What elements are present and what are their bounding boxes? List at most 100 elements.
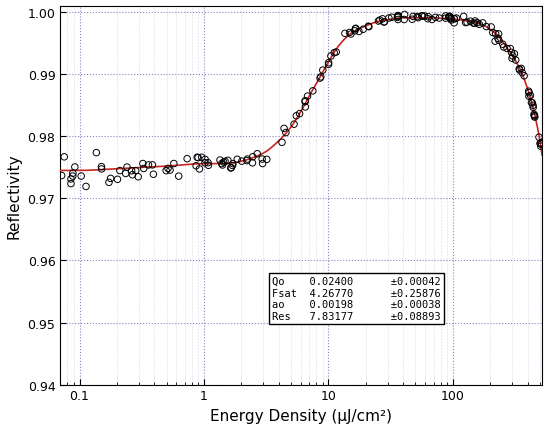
Point bbox=[166, 167, 175, 174]
Point bbox=[97, 164, 106, 171]
Point bbox=[420, 14, 429, 21]
Point bbox=[394, 13, 402, 20]
Point bbox=[417, 13, 426, 20]
Point bbox=[279, 126, 288, 132]
Text: Qo    0.02400      ±0.00042
Fsat  4.26770      ±0.25876
ao    0.00198      ±0.00: Qo 0.02400 ±0.00042 Fsat 4.26770 ±0.2587… bbox=[272, 276, 440, 321]
Point bbox=[374, 18, 383, 25]
Point bbox=[530, 111, 539, 118]
Point bbox=[131, 168, 140, 175]
Point bbox=[423, 16, 432, 23]
Point bbox=[530, 114, 539, 121]
Point bbox=[379, 19, 388, 26]
Point bbox=[365, 24, 373, 31]
Point bbox=[113, 176, 122, 183]
Point bbox=[418, 14, 427, 21]
Point bbox=[447, 16, 456, 23]
Point bbox=[301, 99, 310, 106]
Point bbox=[494, 36, 502, 43]
Point bbox=[469, 21, 478, 28]
Point bbox=[316, 74, 325, 81]
Point bbox=[466, 18, 475, 25]
Point bbox=[82, 184, 91, 190]
Point bbox=[69, 170, 77, 177]
Point bbox=[525, 94, 534, 101]
Point bbox=[70, 164, 79, 171]
Point bbox=[413, 15, 422, 22]
Point bbox=[506, 46, 515, 53]
Point bbox=[537, 141, 546, 148]
Point bbox=[446, 16, 455, 23]
Point bbox=[219, 159, 228, 166]
Point bbox=[520, 73, 529, 80]
Point bbox=[530, 113, 539, 120]
Point bbox=[201, 157, 210, 163]
Point bbox=[393, 15, 402, 22]
Point bbox=[228, 163, 237, 169]
Point bbox=[444, 15, 453, 22]
Point bbox=[301, 104, 310, 111]
Point bbox=[324, 62, 333, 69]
Point bbox=[262, 157, 271, 163]
Point bbox=[445, 14, 454, 21]
Point bbox=[282, 130, 290, 137]
Point bbox=[258, 161, 267, 168]
Point bbox=[508, 53, 517, 60]
Point bbox=[450, 16, 458, 23]
Point bbox=[204, 160, 212, 167]
Point bbox=[195, 166, 204, 173]
Point bbox=[233, 157, 242, 163]
Point bbox=[450, 16, 459, 23]
Point bbox=[518, 70, 526, 77]
Point bbox=[60, 154, 69, 161]
Point bbox=[144, 162, 153, 169]
Point bbox=[121, 171, 130, 178]
Point bbox=[327, 53, 335, 60]
Point bbox=[435, 15, 444, 22]
Point bbox=[450, 20, 458, 27]
Point bbox=[503, 46, 512, 53]
Point bbox=[408, 14, 417, 21]
Point bbox=[292, 113, 301, 120]
Point bbox=[194, 155, 203, 162]
Point bbox=[200, 160, 209, 167]
X-axis label: Energy Density (μJ/cm²): Energy Density (μJ/cm²) bbox=[210, 408, 392, 423]
Point bbox=[295, 111, 304, 118]
Point bbox=[508, 55, 517, 62]
Point bbox=[278, 140, 287, 147]
Point bbox=[364, 24, 373, 31]
Point bbox=[69, 173, 77, 180]
Point bbox=[227, 165, 236, 172]
Point bbox=[510, 51, 519, 58]
Point bbox=[257, 156, 266, 163]
Point bbox=[149, 172, 158, 178]
Point bbox=[127, 168, 136, 175]
Point bbox=[536, 144, 545, 150]
Point bbox=[489, 30, 497, 37]
Point bbox=[97, 166, 106, 173]
Point bbox=[330, 50, 339, 57]
Point bbox=[507, 50, 516, 57]
Point bbox=[487, 25, 496, 31]
Point bbox=[183, 156, 192, 163]
Point bbox=[428, 17, 436, 24]
Point bbox=[301, 98, 310, 105]
Point bbox=[441, 15, 450, 22]
Point bbox=[413, 14, 422, 21]
Point bbox=[447, 18, 456, 25]
Point bbox=[528, 100, 537, 107]
Point bbox=[536, 140, 545, 147]
Point bbox=[217, 161, 226, 168]
Point bbox=[424, 14, 433, 21]
Point bbox=[536, 141, 545, 147]
Point bbox=[478, 20, 487, 27]
Point bbox=[192, 163, 200, 170]
Point bbox=[66, 181, 75, 187]
Point bbox=[324, 60, 333, 67]
Point bbox=[106, 175, 115, 182]
Point bbox=[248, 154, 257, 161]
Point bbox=[228, 161, 237, 168]
Point bbox=[318, 68, 327, 74]
Point bbox=[524, 90, 533, 97]
Point bbox=[162, 168, 171, 175]
Point bbox=[529, 104, 537, 111]
